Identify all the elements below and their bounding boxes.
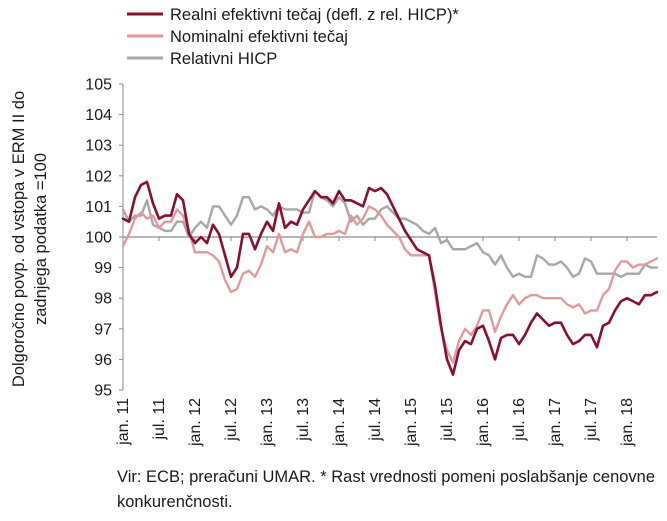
y-tick-label: 98 — [94, 291, 112, 308]
x-tick-label: jan. 15 — [403, 398, 420, 447]
y-tick-label: 99 — [94, 260, 112, 277]
x-tick-label: jul. 17 — [583, 398, 600, 442]
x-tick-label: jul. 11 — [151, 398, 168, 441]
y-tick-label: 97 — [94, 321, 112, 338]
line-chart: Realni efektivni tečaj (defl. z rel. HIC… — [10, 6, 659, 447]
x-tick-label: jan. 11 — [115, 398, 132, 446]
y-axis-label: Dolgoročno povp. od vstopa v ERM II do za… — [10, 91, 50, 387]
source-note: Vir: ECB; preračuni UMAR. * Rast vrednos… — [117, 468, 656, 511]
y-tick-label: 105 — [85, 77, 112, 94]
legend-label-2: Nominalni efektivni tečaj — [170, 28, 348, 46]
x-tick-label: jul. 13 — [295, 398, 312, 442]
y-tick-label: 96 — [94, 352, 112, 369]
x-tick-label: jan. 14 — [331, 398, 348, 447]
y-tick-label: 102 — [85, 168, 112, 185]
series-layer — [121, 180, 659, 376]
x-tick-label: jan. 13 — [259, 398, 276, 447]
legend-label-3: Relativni HICP — [170, 50, 277, 68]
legend-label-1: Realni efektivni tečaj (defl. z rel. HIC… — [170, 6, 459, 24]
y-tick-label: 103 — [85, 138, 112, 155]
y-axis: 95 96 97 98 99 100 101 102 103 104 105 — [85, 77, 124, 400]
x-tick-label: jul. 14 — [367, 398, 384, 442]
y-tick-label: 104 — [85, 107, 112, 124]
series-line-3 — [121, 189, 659, 278]
x-tick-label: jan. 18 — [619, 398, 636, 447]
series-line-2 — [121, 205, 659, 364]
y-tick-label: 95 — [94, 383, 112, 400]
x-tick-label: jul. 15 — [439, 398, 456, 442]
x-tick-label: jul. 12 — [223, 398, 240, 442]
y-tick-label: 101 — [85, 199, 112, 216]
x-tick-label: jul. 16 — [511, 398, 528, 442]
x-tick-label: jan. 12 — [187, 398, 204, 447]
x-tick-label: jan. 16 — [475, 398, 492, 447]
y-tick-label: 100 — [85, 230, 112, 247]
y-axis-label-line: Dolgoročno povp. od vstopa v ERM II do — [10, 91, 28, 387]
x-axis: jan. 11 jul. 11 jan. 12 jul. 12 jan. 13 jul. … — [115, 236, 657, 447]
x-tick-label: jan. 17 — [547, 398, 564, 447]
series-line-1 — [121, 180, 659, 376]
legend: Realni efektivni tečaj (defl. z rel. HIC… — [127, 6, 459, 68]
y-axis-label-line: zadnjega podatka =100 — [32, 153, 50, 325]
